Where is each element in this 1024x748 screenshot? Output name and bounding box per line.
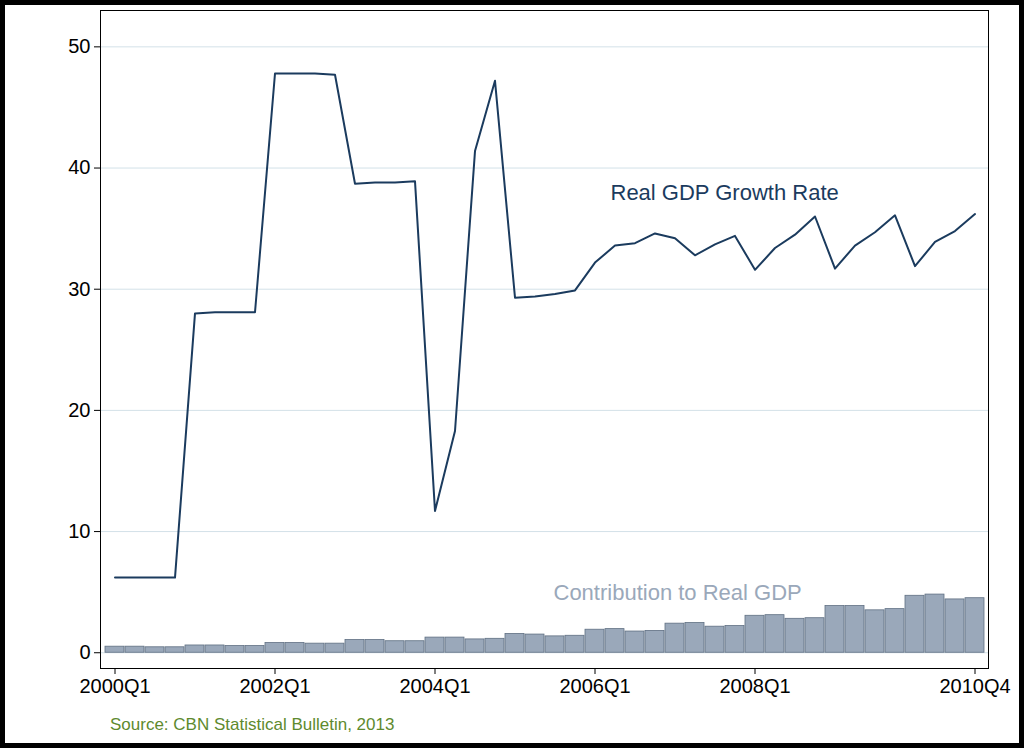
svg-text:2008Q1: 2008Q1 (719, 675, 790, 697)
svg-text:10: 10 (68, 520, 90, 542)
html-text:Source: CBN Statistical Bullet: Source: CBN Statistical Bulletin, 2013 (110, 715, 395, 734)
svg-text:2006Q1: 2006Q1 (559, 675, 630, 697)
svg-text:2002Q1: 2002Q1 (239, 675, 310, 697)
svg-text:30: 30 (68, 278, 90, 300)
svg-text:Contribution to Real GDP: Contribution to Real GDP (554, 580, 802, 605)
svg-text:40: 40 (68, 156, 90, 178)
svg-text:50: 50 (68, 35, 90, 57)
svg-text:2000Q1: 2000Q1 (79, 675, 150, 697)
svg-text:0: 0 (79, 641, 90, 663)
svg-text:20: 20 (68, 399, 90, 421)
svg-text:2010Q4: 2010Q4 (939, 675, 1010, 697)
svg-text:Real GDP Growth Rate: Real GDP Growth Rate (611, 180, 839, 205)
svg-text:2004Q1: 2004Q1 (399, 675, 470, 697)
